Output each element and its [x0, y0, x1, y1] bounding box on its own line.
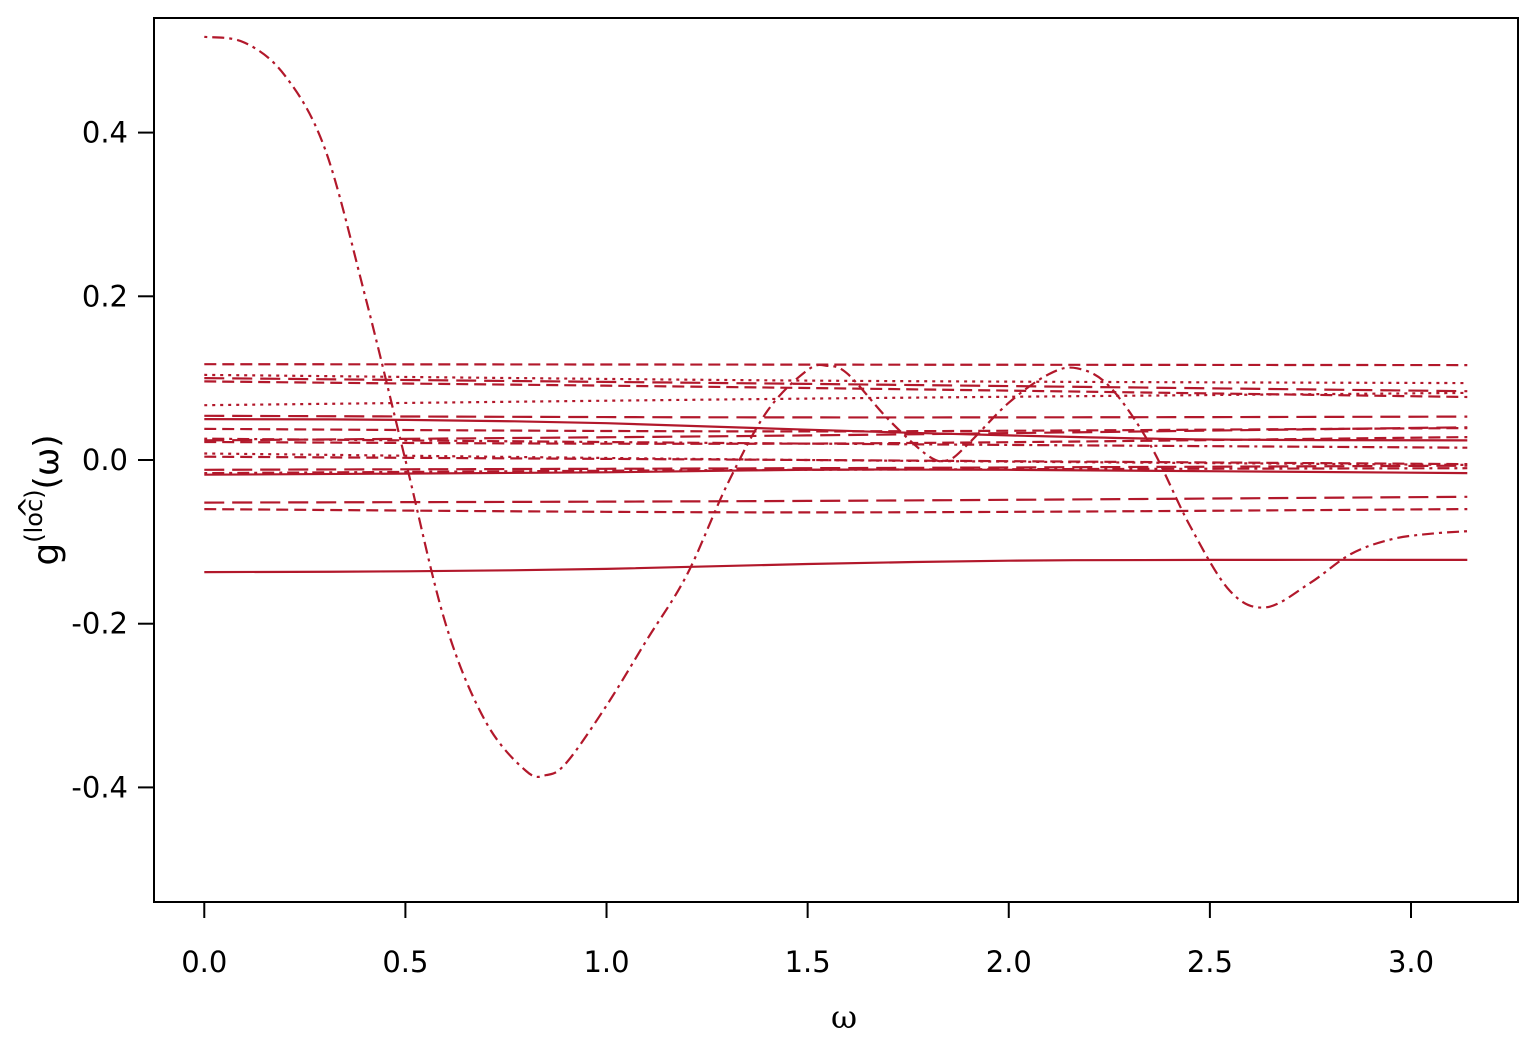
y-label-argument: (ω) [27, 434, 67, 489]
y-tick-label: 0.2 [82, 279, 128, 313]
series-line-3 [204, 373, 1468, 385]
x-tick-label: 2.0 [986, 945, 1032, 979]
x-axis-label: ω [831, 998, 857, 1036]
series-line-6 [204, 391, 1468, 407]
x-tick-label: 1.5 [785, 945, 831, 979]
x-tick-label: 3.0 [1388, 945, 1434, 979]
series-line-15 [204, 464, 1468, 471]
x-tick-label: 0.5 [382, 945, 428, 979]
x-tick-label: 2.5 [1187, 945, 1233, 979]
series-line-11 [204, 437, 1468, 449]
series-line-4 [204, 377, 1468, 393]
series-group [204, 35, 1468, 779]
y-label-base: g [26, 543, 67, 566]
series-line-16 [204, 467, 1468, 475]
x-tick-label: 0.0 [181, 945, 227, 979]
y-tick-label: -0.2 [71, 607, 128, 641]
y-tick-label: -0.4 [71, 770, 128, 804]
y-axis-label: g(loc)(ω) ^ [12, 434, 67, 565]
series-line-14 [204, 455, 1468, 466]
series-line-5 [204, 380, 1468, 399]
y-label-superscript: (loc) [20, 489, 48, 542]
y-tick-label: 0.0 [82, 443, 128, 477]
x-tick-label: 1.0 [583, 945, 629, 979]
series-line-2 [204, 363, 1468, 367]
series-line-12 [204, 436, 1468, 445]
x-axis: 0.0 0.5 1.0 1.5 2.0 2.5 3.0 [181, 901, 1434, 979]
y-tick-label: 0.4 [82, 116, 128, 150]
y-label-hat: ^ [12, 496, 45, 519]
series-line-18 [204, 495, 1468, 504]
series-line-17 [204, 468, 1468, 476]
series-line-1 [204, 35, 1468, 779]
series-line-7 [204, 414, 1468, 419]
svg-text:g(loc)(ω): g(loc)(ω) [20, 434, 67, 565]
series-line-19 [204, 508, 1468, 514]
series-line-20 [204, 558, 1468, 574]
y-axis: -0.4 -0.2 0.0 0.2 0.4 [71, 116, 155, 804]
